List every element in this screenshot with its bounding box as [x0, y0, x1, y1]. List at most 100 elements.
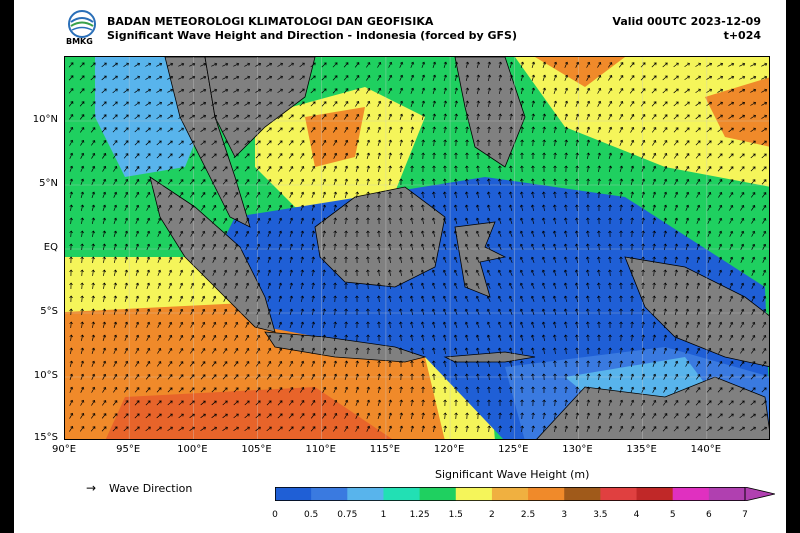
wave-direction-arrow [79, 62, 85, 68]
wave-direction-arrow [189, 361, 195, 367]
region-south-darkorange [105, 387, 393, 439]
wave-direction-arrow [696, 295, 701, 302]
wave-direction-arrow [740, 256, 745, 263]
wave-direction-arrow [277, 62, 283, 67]
wave-direction-arrow [663, 386, 668, 393]
wave-direction-arrow [674, 269, 679, 277]
wave-direction-arrow [563, 230, 568, 238]
wave-direction-arrow [574, 282, 579, 289]
wave-direction-arrow [135, 308, 140, 315]
wave-direction-arrow [266, 114, 272, 120]
wave-direction-arrow [157, 204, 162, 211]
wave-direction-arrow [69, 126, 74, 133]
wave-direction-arrow [146, 269, 151, 276]
wave-direction-arrow [597, 321, 601, 329]
wave-direction-arrow [619, 165, 624, 172]
wave-direction-arrow [674, 243, 679, 250]
wave-direction-arrow [267, 282, 272, 289]
wave-direction-arrow [124, 374, 129, 380]
wave-direction-arrow [299, 75, 305, 81]
wave-direction-arrow [421, 386, 425, 394]
wave-direction-arrow [135, 230, 140, 237]
wave-direction-arrow [717, 101, 723, 106]
wave-direction-arrow [575, 87, 580, 94]
wave-direction-arrow [662, 101, 668, 107]
wave-direction-arrow [388, 87, 393, 94]
wave-direction-arrow [200, 192, 206, 198]
wave-direction-arrow [519, 191, 524, 199]
wave-direction-arrow [355, 269, 359, 277]
wave-direction-arrow [630, 256, 634, 264]
wave-direction-arrow [255, 400, 261, 406]
wave-direction-arrow [420, 321, 425, 328]
wave-direction-arrow [355, 139, 360, 146]
wave-direction-arrow [388, 204, 392, 212]
wave-direction-arrow [608, 308, 612, 316]
wave-direction-arrow [135, 179, 140, 185]
wave-direction-arrow [717, 153, 723, 159]
wave-direction-arrow [168, 295, 173, 302]
wave-direction-arrow [344, 308, 348, 316]
wave-direction-arrow [124, 217, 129, 224]
wave-direction-arrow [519, 308, 524, 315]
wave-direction-arrow [761, 114, 768, 119]
wave-direction-arrow [377, 191, 381, 199]
land-new-guinea [624, 256, 769, 367]
wave-direction-arrow [289, 178, 294, 185]
wave-direction-arrow [641, 308, 645, 316]
wave-direction-arrow [442, 308, 447, 315]
wave-direction-arrow [201, 230, 206, 237]
wave-direction-arrow [211, 179, 217, 185]
wave-direction-arrow [717, 127, 723, 133]
wave-direction-arrow [112, 426, 118, 432]
wave-direction-arrow [266, 62, 273, 67]
wave-direction-arrow [102, 347, 107, 354]
wave-direction-arrow [222, 62, 229, 67]
wave-direction-arrow [519, 204, 524, 211]
wave-direction-arrow [244, 62, 251, 67]
colorbar-segment [383, 487, 421, 501]
wave-direction-arrow [552, 295, 557, 302]
wave-direction-arrow [178, 426, 184, 431]
wave-direction-arrow [508, 308, 513, 315]
wave-direction-arrow [497, 243, 502, 250]
wave-direction-arrow [696, 256, 701, 263]
wave-direction-arrow [431, 243, 436, 250]
wave-direction-arrow [762, 230, 767, 237]
wave-direction-arrow [542, 113, 547, 121]
wave-direction-arrow [464, 282, 469, 289]
wave-direction-arrow [663, 204, 668, 211]
wave-direction-arrow [420, 243, 425, 250]
wave-direction-arrow [552, 334, 557, 342]
wave-direction-arrow [750, 374, 756, 380]
wave-direction-arrow [366, 230, 370, 238]
wave-direction-arrow [244, 127, 250, 133]
wave-direction-arrow [695, 127, 701, 133]
wave-direction-arrow [498, 178, 502, 186]
wave-direction-arrow [233, 374, 239, 380]
wave-direction-arrow [244, 166, 250, 172]
wave-direction-arrow [112, 140, 118, 146]
wave-direction-arrow [762, 217, 767, 224]
wave-direction-arrow [244, 179, 250, 185]
wave-direction-arrow [321, 426, 327, 432]
wave-direction-arrow [641, 243, 645, 251]
wave-direction-arrow [388, 165, 392, 173]
wave-direction-arrow [145, 374, 151, 380]
wave-direction-arrow [90, 88, 96, 94]
wave-direction-arrow [343, 101, 349, 107]
wave-direction-arrow [366, 100, 371, 107]
wave-direction-arrow [146, 282, 151, 289]
wave-direction-arrow [200, 75, 207, 80]
colorbar-tick-label: 3.5 [593, 510, 608, 520]
wave-direction-arrow [729, 348, 734, 354]
wave-direction-arrow [673, 127, 679, 133]
wave-direction-arrow [91, 204, 96, 211]
wave-direction-arrow [288, 75, 294, 81]
wave-direction-arrow [750, 361, 756, 367]
wave-direction-arrow [255, 88, 262, 93]
wave-direction-arrow [124, 308, 129, 315]
wave-direction-arrow [575, 425, 580, 432]
wave-direction-arrow [145, 127, 151, 133]
wave-direction-arrow [223, 334, 228, 341]
